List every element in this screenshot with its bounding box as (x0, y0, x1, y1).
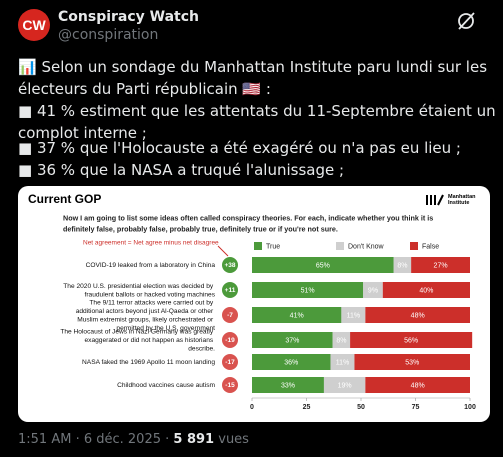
net-badge (222, 377, 238, 393)
bar-label: 11% (347, 312, 361, 319)
bar-label: 48% (411, 312, 425, 319)
x-tick-label: 100 (464, 404, 476, 411)
category-label: Childhood vaccines cause autism (117, 382, 215, 389)
bar-segment (252, 257, 394, 273)
bar-segment (330, 354, 355, 370)
post-text: ■ 37 % que l'Holocauste a été exagéré ou… (18, 139, 461, 157)
timestamp: 1:51 AM · 6 déc. 2025 · (18, 432, 170, 447)
bar-label: 51% (301, 287, 315, 294)
legend-swatch (254, 242, 262, 250)
x-tick-label: 75 (412, 404, 420, 411)
bar-label: 19% (338, 382, 352, 389)
category-label: COVID-19 leaked from a laboratory in Chi… (86, 262, 216, 269)
category-label: The 9/11 terror attacks were carried out… (76, 299, 215, 332)
post-text: ■ 41 % estiment que les attentats du 11-… (18, 102, 496, 142)
bar-segment (252, 282, 364, 298)
view-count: 5 891 (173, 432, 215, 447)
post-text: ■ 36 % que la NASA a truqué l'alunissage… (18, 161, 345, 179)
net-label: +38 (224, 262, 235, 269)
bar-label: 41% (290, 312, 304, 319)
net-badge (222, 257, 238, 273)
x-tick-label: 0 (250, 404, 254, 411)
chart-subtitle: Now I am going to list some ideas often … (63, 213, 435, 233)
bar-label: 9% (368, 287, 378, 294)
bar-label: 37% (285, 337, 299, 344)
logo-text: Manhattan Institute (448, 194, 477, 206)
author-handle[interactable]: @conspiration (58, 27, 159, 43)
bar-label: 27% (434, 262, 448, 269)
bar-label: 8% (336, 337, 346, 344)
logo-mark (437, 194, 444, 206)
bar-label: 65% (316, 262, 330, 269)
chart-title: Current GOP (28, 192, 101, 206)
grok-icon[interactable] (455, 10, 477, 32)
annotation: Net agreement = Net agree minus net disa… (83, 240, 219, 247)
bar-label: 33% (281, 382, 295, 389)
post-text: 📊 Selon un sondage du Manhattan Institut… (18, 58, 488, 98)
category-label: The Holocaust of Jews in Nazi Germany wa… (60, 328, 215, 352)
net-badge (222, 354, 238, 370)
net-label: -7 (227, 312, 233, 319)
bar-segment (341, 307, 366, 323)
bar-segment (365, 307, 470, 323)
net-label: -17 (225, 359, 235, 366)
legend-swatch (410, 242, 418, 250)
bar-label: 40% (419, 287, 433, 294)
bar-segment (252, 307, 342, 323)
bar-segment (350, 332, 473, 348)
bar-label: 53% (405, 359, 419, 366)
author-name[interactable]: Conspiracy Watch (58, 9, 200, 25)
bar-segment (411, 257, 470, 273)
bar-label: 48% (411, 382, 425, 389)
legend-label: Don't Know (348, 243, 385, 250)
bar-segment (252, 332, 333, 348)
bar-segment (365, 377, 470, 393)
chart-image[interactable]: Current GOP Manhattan Institute Now I am g… (18, 186, 490, 422)
bar-label: 8% (397, 262, 407, 269)
bar-segment (354, 354, 470, 370)
x-tick-label: 25 (303, 404, 311, 411)
net-badge (222, 307, 238, 323)
post-meta: 1:51 AM · 6 déc. 2025 · 5 891 vues (18, 432, 249, 447)
logo-mark (430, 195, 432, 205)
category-label: The 2020 U.S. presidential election was … (63, 283, 215, 299)
bar-label: 11% (336, 359, 350, 366)
logo-mark (426, 195, 428, 205)
bar-segment (252, 377, 324, 393)
bar-segment (332, 332, 351, 348)
bar-segment (363, 282, 383, 298)
net-badge (222, 282, 238, 298)
avatar[interactable]: CW (18, 9, 50, 41)
annotation-arrow (217, 245, 229, 257)
logo-mark (434, 195, 436, 205)
category-label: NASA faked the 1969 Apollo 11 moon landi… (82, 359, 215, 366)
net-label: -15 (225, 382, 235, 389)
bar-segment (393, 257, 412, 273)
legend-label: True (266, 243, 280, 250)
net-badge (222, 332, 238, 348)
bar-label: 36% (284, 359, 298, 366)
net-label: -19 (225, 337, 235, 344)
bar-segment (252, 354, 331, 370)
net-label: +11 (225, 287, 236, 294)
bar-segment (382, 282, 470, 298)
x-tick-label: 50 (357, 404, 365, 411)
bar-segment (323, 377, 366, 393)
views-label: vues (218, 432, 249, 447)
legend-label: False (422, 243, 439, 250)
legend-swatch (336, 242, 344, 250)
bar-label: 56% (404, 337, 418, 344)
